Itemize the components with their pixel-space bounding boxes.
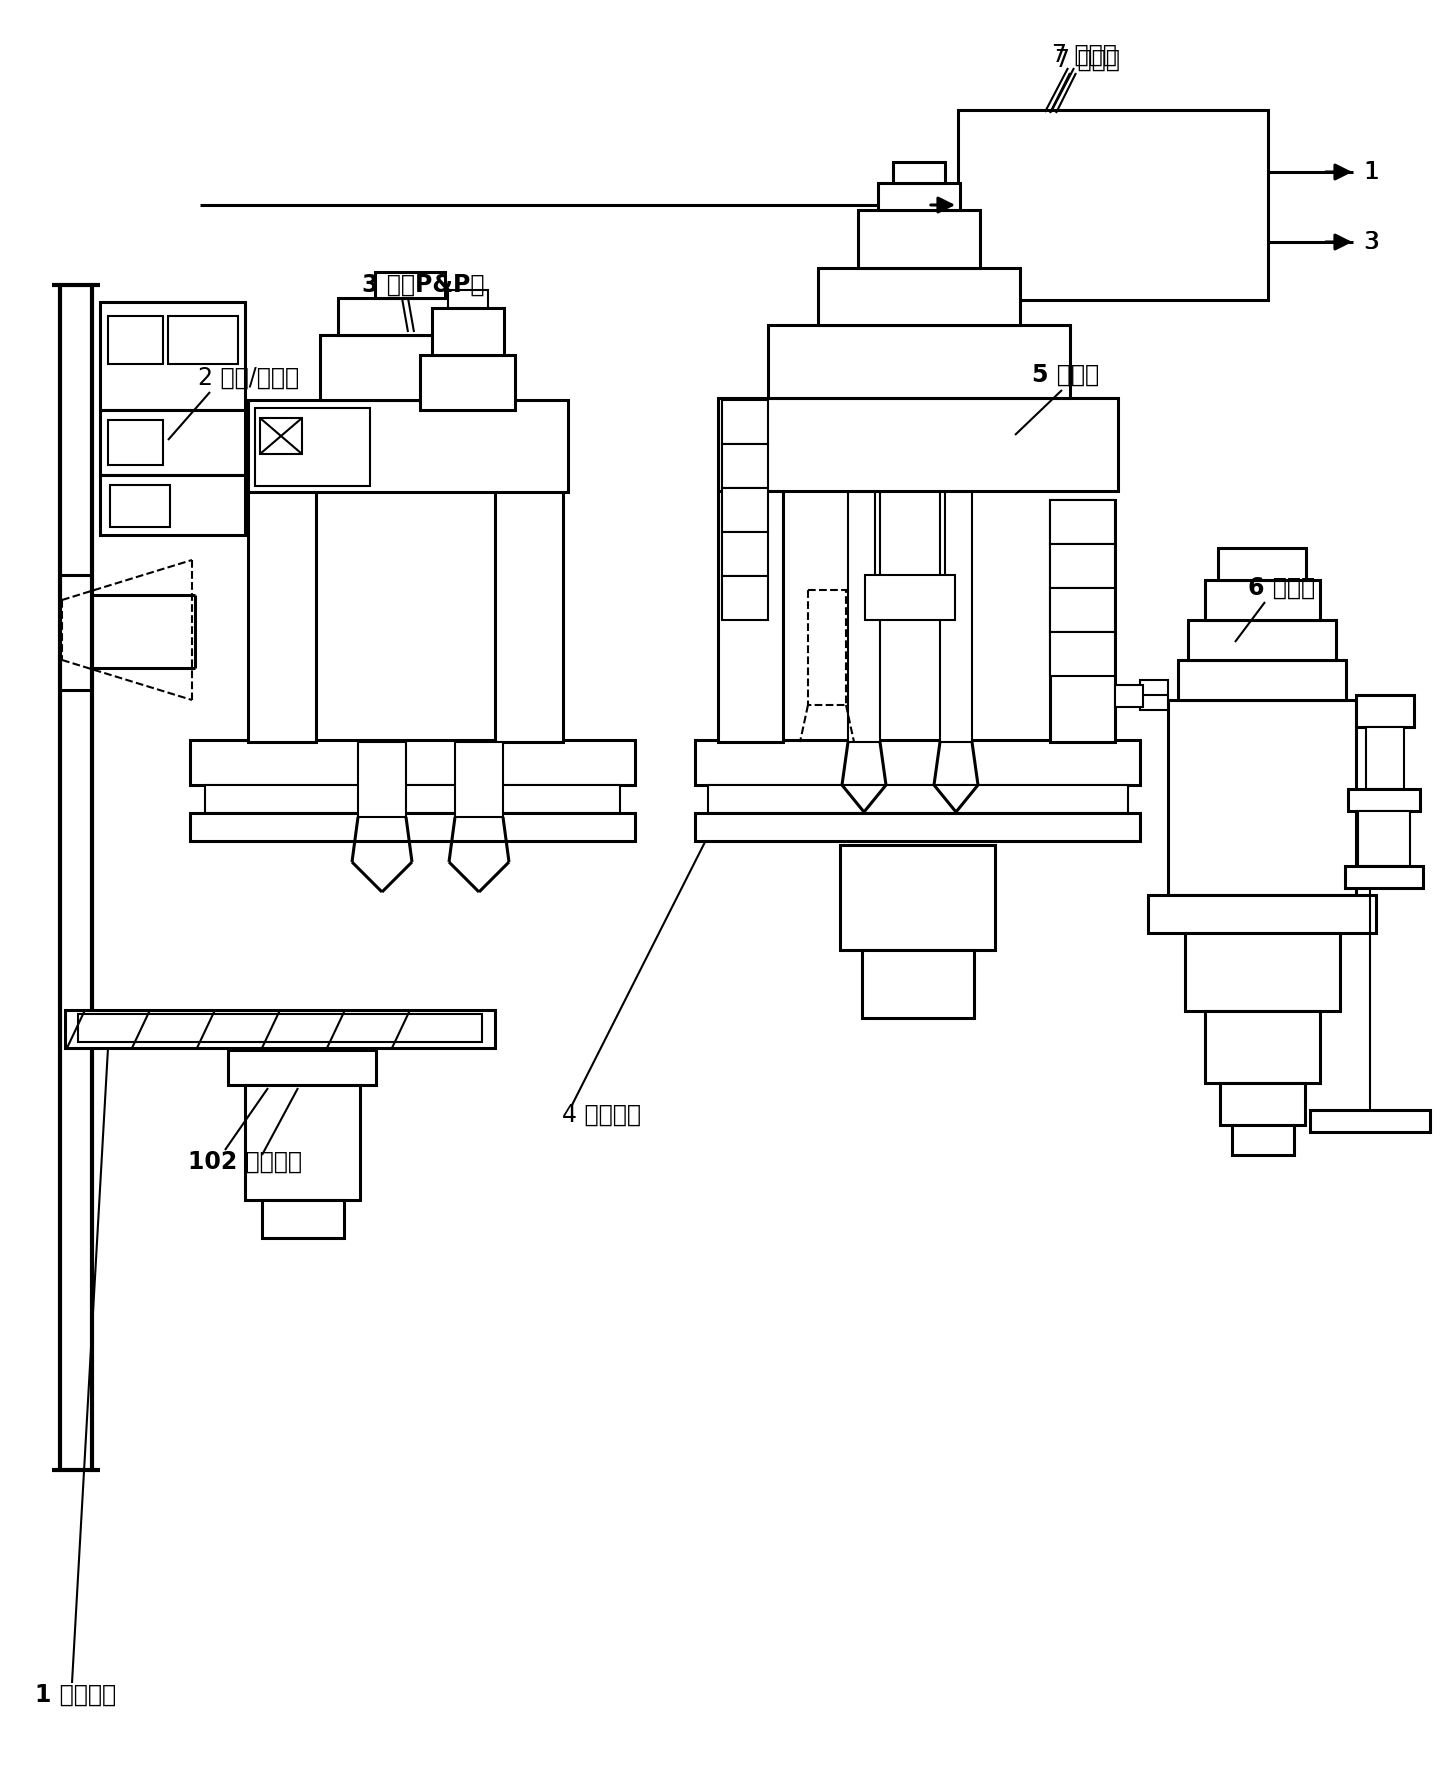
Bar <box>1358 812 1410 867</box>
Bar <box>448 290 487 308</box>
Bar <box>1356 694 1414 726</box>
Bar <box>189 813 635 840</box>
Bar <box>228 1050 376 1086</box>
Text: 7 控制部: 7 控制部 <box>1056 48 1119 71</box>
Bar <box>455 742 503 817</box>
Bar <box>189 740 635 785</box>
Bar <box>1178 660 1346 700</box>
Bar <box>1205 1011 1320 1082</box>
Bar <box>1348 789 1420 812</box>
Bar <box>249 490 317 742</box>
Bar <box>808 589 846 705</box>
Text: 3 供给P&P部: 3 供给P&P部 <box>362 272 484 297</box>
Text: 1 供给台部: 1 供给台部 <box>35 1684 116 1707</box>
Text: 2 相机/照明部: 2 相机/照明部 <box>198 367 299 390</box>
Bar <box>359 742 406 817</box>
Bar <box>110 484 171 527</box>
Bar <box>959 110 1268 301</box>
Bar <box>495 490 562 742</box>
Bar <box>168 317 239 363</box>
Bar <box>1050 587 1115 632</box>
Bar <box>262 1200 344 1239</box>
Bar <box>419 354 515 409</box>
Text: 7 控制部: 7 控制部 <box>1053 43 1116 68</box>
Bar <box>865 575 954 619</box>
Text: 4 测量台部: 4 测量台部 <box>562 1104 641 1127</box>
Bar <box>100 475 244 536</box>
Bar <box>722 532 768 577</box>
Bar <box>878 183 960 210</box>
Bar <box>1218 548 1306 580</box>
Bar <box>719 399 1118 491</box>
Bar <box>1310 1111 1430 1132</box>
Bar <box>722 577 768 619</box>
Bar <box>1345 867 1423 888</box>
Bar <box>100 303 244 409</box>
Bar <box>65 1009 495 1048</box>
Bar <box>847 491 881 742</box>
Text: 6 分类部: 6 分类部 <box>1248 577 1314 600</box>
Bar <box>1148 895 1377 933</box>
Bar <box>840 846 995 951</box>
Bar <box>696 740 1139 785</box>
Bar <box>249 400 568 491</box>
Bar <box>862 951 975 1018</box>
Bar <box>1168 700 1356 895</box>
Bar <box>857 210 980 269</box>
Bar <box>244 1086 360 1200</box>
Bar <box>768 326 1070 399</box>
Bar <box>1205 580 1320 619</box>
Bar <box>108 420 163 465</box>
Bar <box>254 408 370 486</box>
Bar <box>205 785 620 813</box>
Bar <box>1232 1125 1294 1155</box>
Bar <box>696 813 1139 840</box>
Bar <box>1050 500 1115 545</box>
Bar <box>722 443 768 488</box>
Text: 3: 3 <box>1364 230 1378 255</box>
Text: 102 供给料斗: 102 供给料斗 <box>188 1150 302 1175</box>
Bar <box>1186 933 1340 1011</box>
Text: 5 测量部: 5 测量部 <box>1032 363 1099 386</box>
Bar <box>1115 685 1142 707</box>
Bar <box>1050 545 1115 587</box>
Bar <box>722 400 768 443</box>
Bar <box>108 317 163 363</box>
Bar <box>1366 726 1404 789</box>
Bar <box>338 297 482 335</box>
Bar <box>940 491 972 742</box>
Text: 1: 1 <box>1364 160 1379 183</box>
Bar <box>1220 1082 1304 1125</box>
Bar <box>100 409 244 475</box>
Bar <box>78 1015 482 1041</box>
Bar <box>1050 632 1115 676</box>
Bar <box>1139 680 1168 710</box>
Bar <box>894 162 946 183</box>
Text: 3: 3 <box>1364 230 1379 255</box>
Bar <box>260 418 302 454</box>
Bar <box>709 785 1128 813</box>
Bar <box>1050 500 1115 742</box>
Bar <box>1189 619 1336 660</box>
Text: 1: 1 <box>1364 160 1378 183</box>
Bar <box>818 269 1019 326</box>
Bar <box>375 272 445 297</box>
Bar <box>719 490 782 742</box>
Bar <box>432 308 505 354</box>
Bar <box>722 488 768 532</box>
Bar <box>320 335 500 400</box>
